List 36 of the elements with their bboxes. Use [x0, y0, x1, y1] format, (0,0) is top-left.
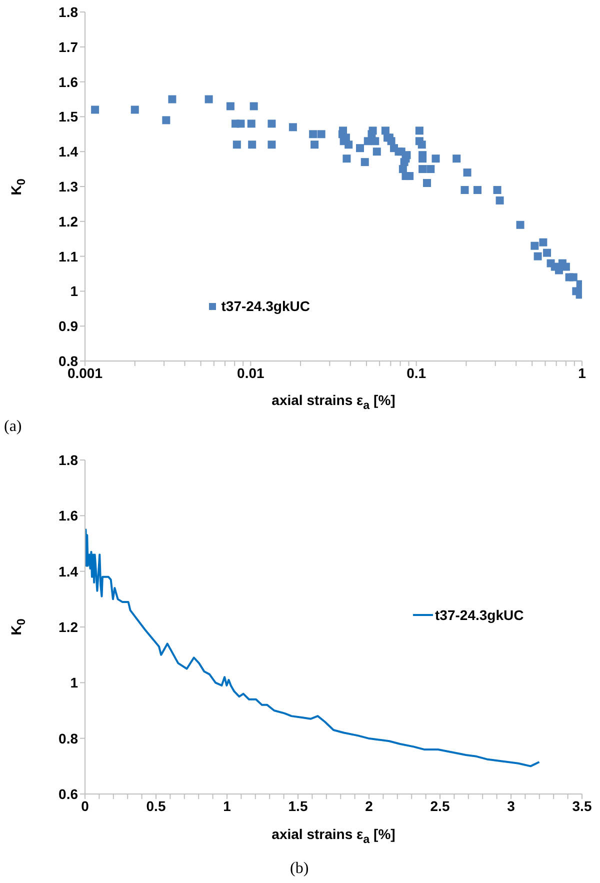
text: (a) [4, 418, 22, 436]
y-tick-label: 1.1 [58, 248, 78, 264]
x-axis-title: axial strains ε$_{a}$ [%] [272, 392, 396, 412]
x-tick-label: 1 [223, 798, 232, 814]
y-tick-label: 1.4 [58, 563, 78, 580]
legend-label: t37-24.3gkUC [435, 606, 524, 623]
y-tick-label: 1 [70, 283, 78, 300]
y-tick-label: 1.6 [58, 508, 78, 524]
x-tick-label: 2.5 [430, 798, 450, 814]
x-axis-title: axial strains ε$_{a}$ [%] [272, 826, 396, 846]
x-tick-label: 3 [507, 798, 516, 814]
x-tick-label: 0.5 [146, 798, 166, 814]
y-tick-label: 1.8 [58, 4, 78, 20]
line-series [85, 528, 540, 768]
y-tick-label: 1 [70, 674, 78, 691]
y-tick-label: 1.2 [58, 213, 78, 230]
y-tick-label: 1.6 [58, 74, 78, 90]
x-tick-label: 3.5 [572, 798, 592, 814]
x-tick-label: 1 [578, 364, 586, 381]
x-tick-label: 0.01 [237, 364, 265, 381]
legend-label: t37-24.3gkUC [221, 298, 310, 314]
y-tick-label: 1.4 [58, 144, 78, 160]
y-tick-label: 1.3 [58, 178, 78, 194]
y-tick-label: 1.2 [58, 618, 78, 635]
y-tick-label: 0.8 [58, 352, 78, 369]
y-tick-label: 0.6 [58, 786, 78, 802]
y-tick-label: 1.7 [58, 38, 78, 55]
y-tick-label: 1.8 [58, 452, 78, 468]
x-tick-label: 1.5 [288, 798, 308, 814]
x-tick-label: 0 [81, 798, 90, 814]
x-tick-label: 0.1 [406, 364, 426, 381]
x-tick-label: 2 [365, 798, 374, 814]
y-tick-label: 1.5 [58, 108, 78, 125]
text: (b) [290, 860, 309, 878]
y-tick-label: 0.9 [58, 318, 78, 334]
y-tick-label: 0.8 [58, 730, 78, 746]
